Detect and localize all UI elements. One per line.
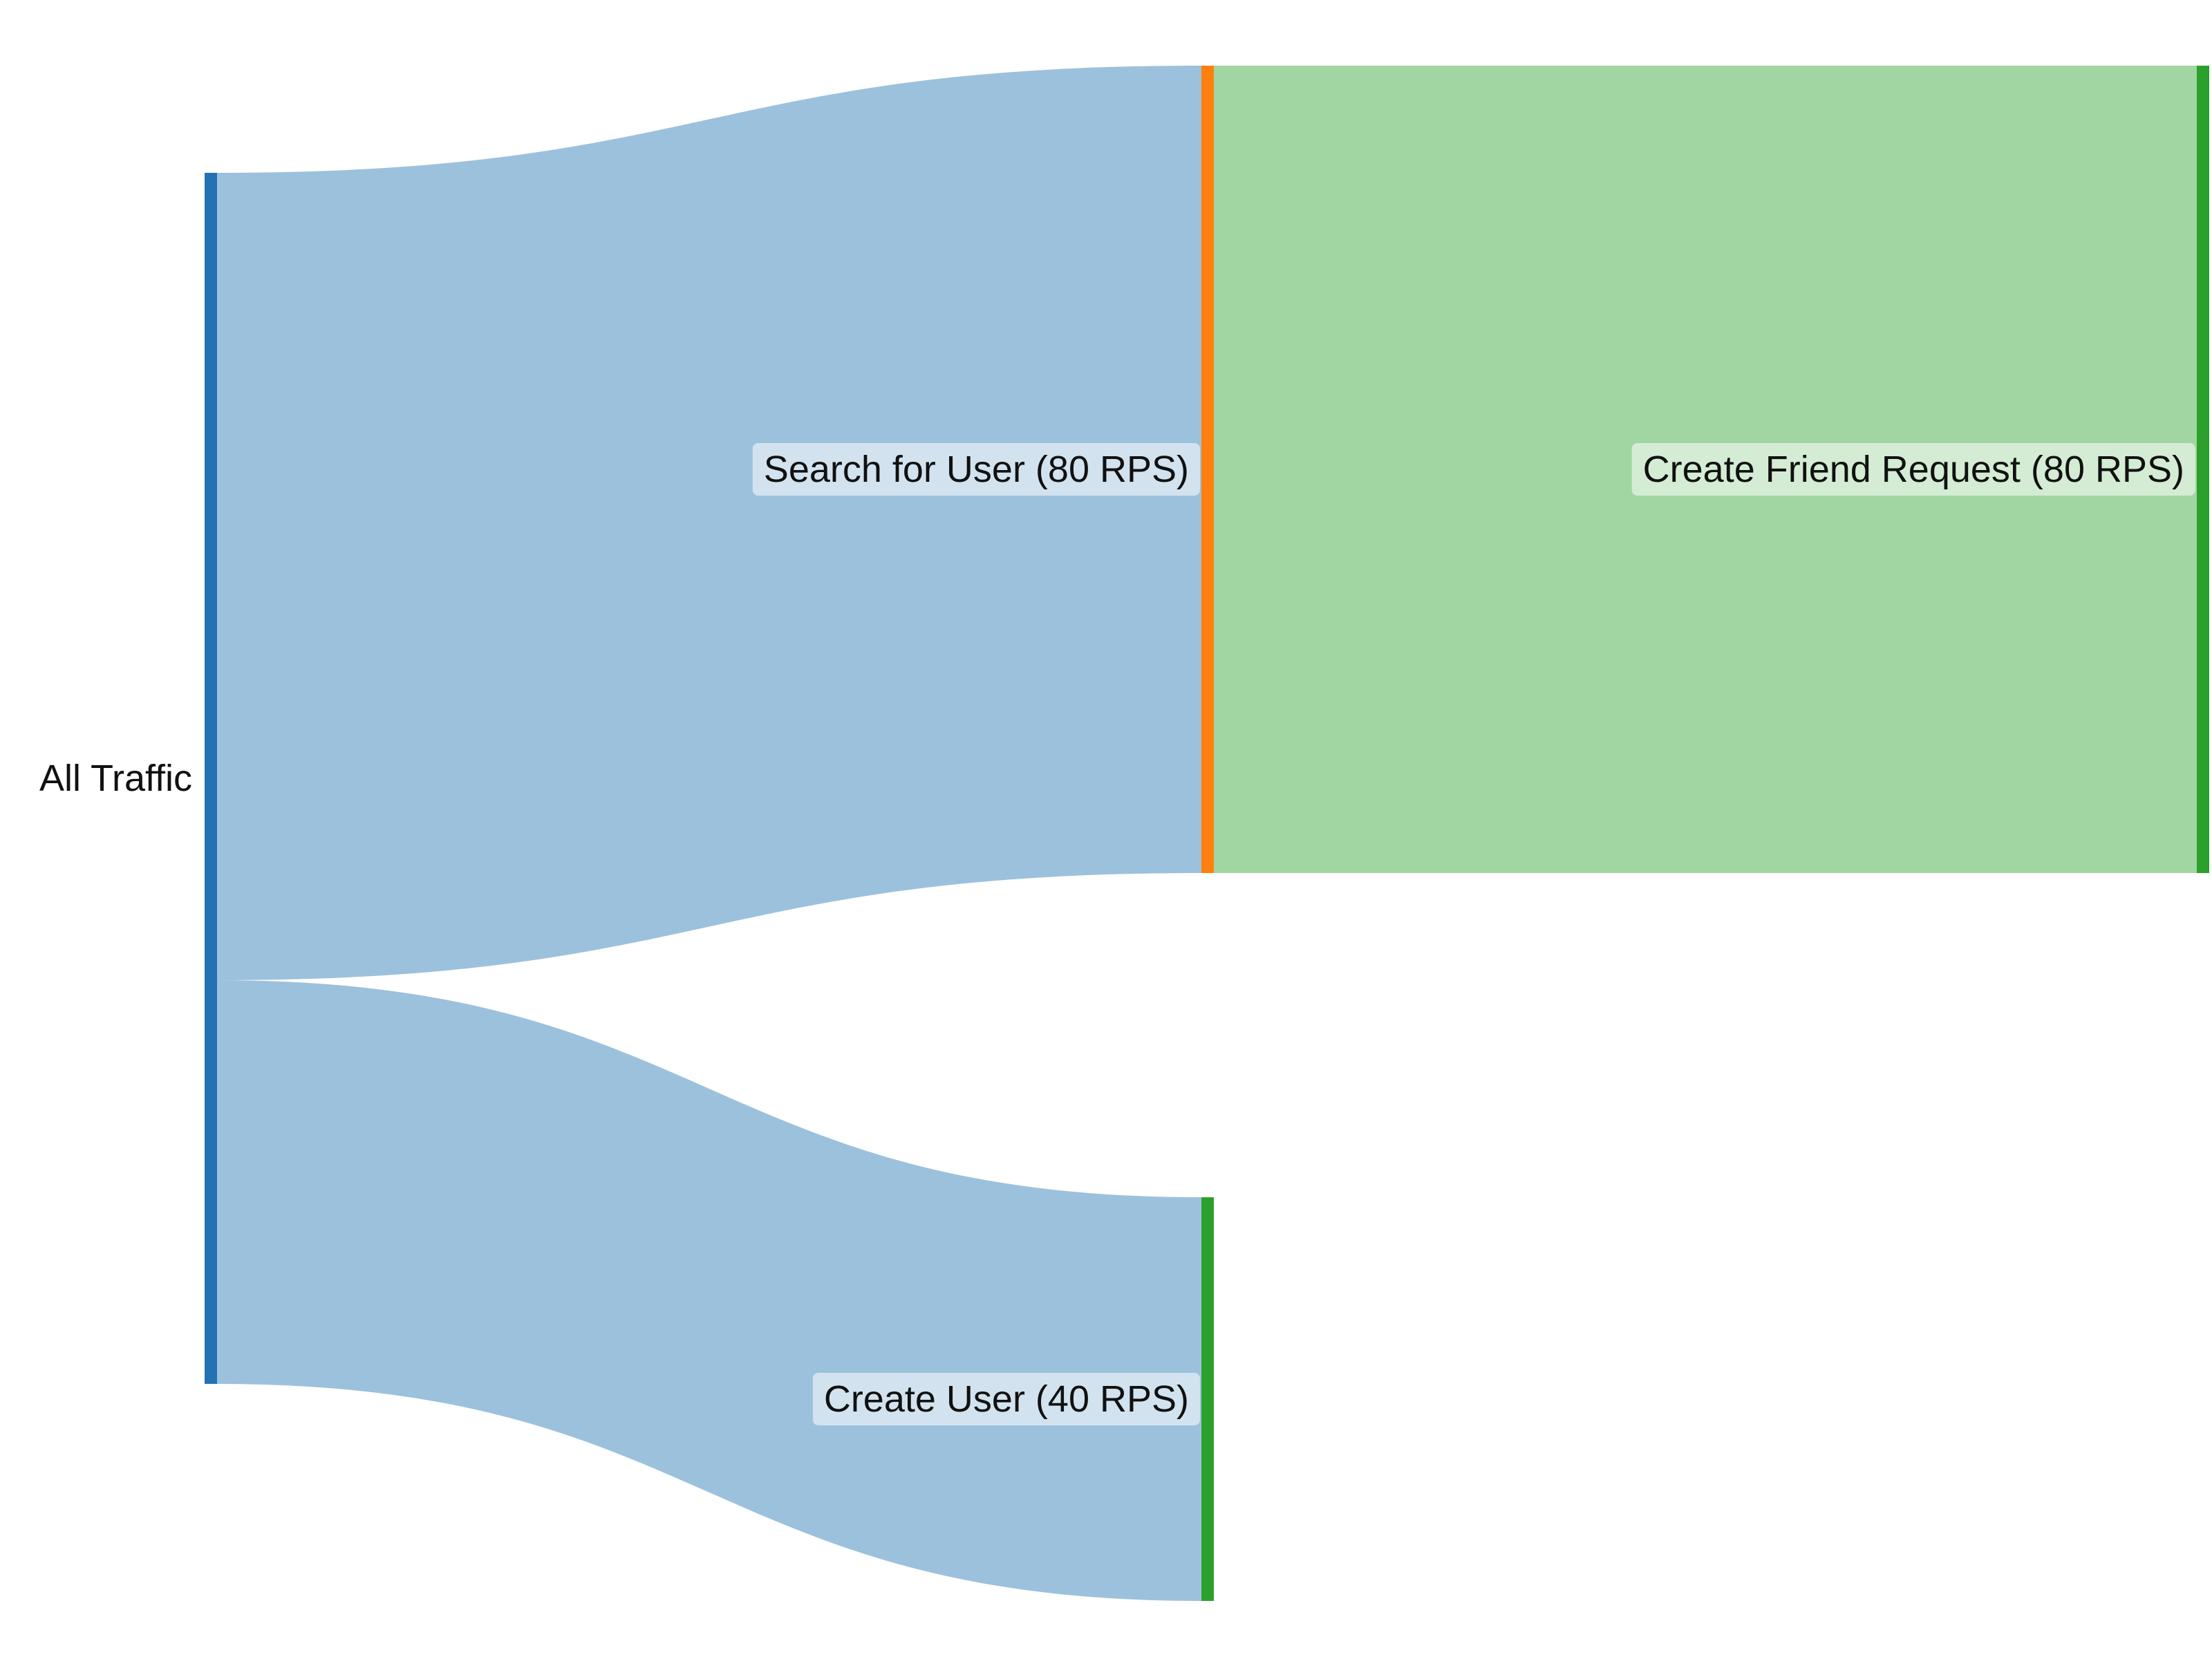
node-label-friend: Create Friend Request (80 RPS) xyxy=(1631,443,2195,496)
link-all-to-search[interactable] xyxy=(217,66,1201,980)
node-friend[interactable] xyxy=(2197,66,2209,873)
labels-layer: All Traffic Search for User (80 RPS) Creat… xyxy=(39,443,2195,1425)
node-all[interactable] xyxy=(205,173,217,1384)
node-create_user[interactable] xyxy=(1201,1197,1214,1601)
node-label-search: Search for User (80 RPS) xyxy=(752,443,1200,496)
node-label-text: Create User (40 RPS) xyxy=(824,1378,1189,1420)
node-label-create_user: Create User (40 RPS) xyxy=(812,1373,1200,1425)
node-label-background xyxy=(752,443,1200,496)
node-label-text: Search for User (80 RPS) xyxy=(764,449,1189,490)
nodes-layer xyxy=(205,66,2209,1601)
node-label-background xyxy=(1631,443,2195,496)
link-all-to-create_user[interactable] xyxy=(217,980,1201,1601)
node-label-background xyxy=(812,1373,1200,1425)
node-label-all: All Traffic xyxy=(39,758,192,799)
node-search[interactable] xyxy=(1201,66,1214,873)
node-label-text: All Traffic xyxy=(39,758,192,799)
node-label-text: Create Friend Request (80 RPS) xyxy=(1643,449,2184,490)
links-layer xyxy=(217,66,2197,1601)
